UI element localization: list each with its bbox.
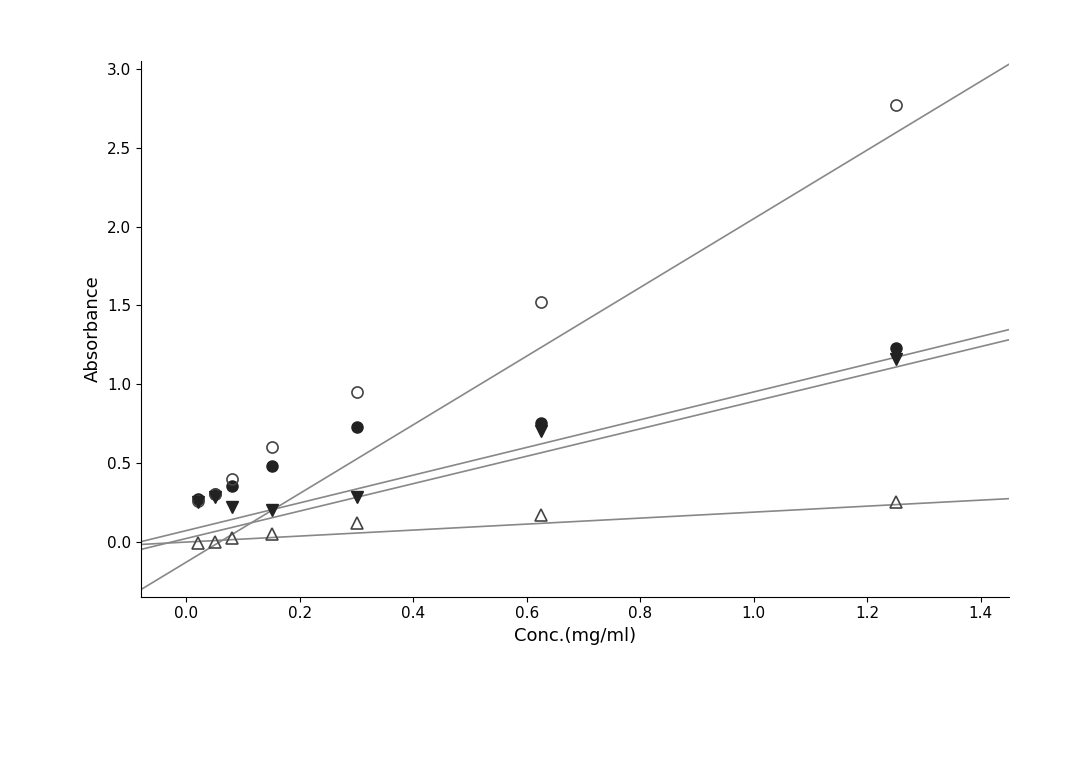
Y-axis label: Absorbance: Absorbance	[84, 275, 102, 382]
X-axis label: Conc.(mg/ml): Conc.(mg/ml)	[514, 627, 636, 645]
